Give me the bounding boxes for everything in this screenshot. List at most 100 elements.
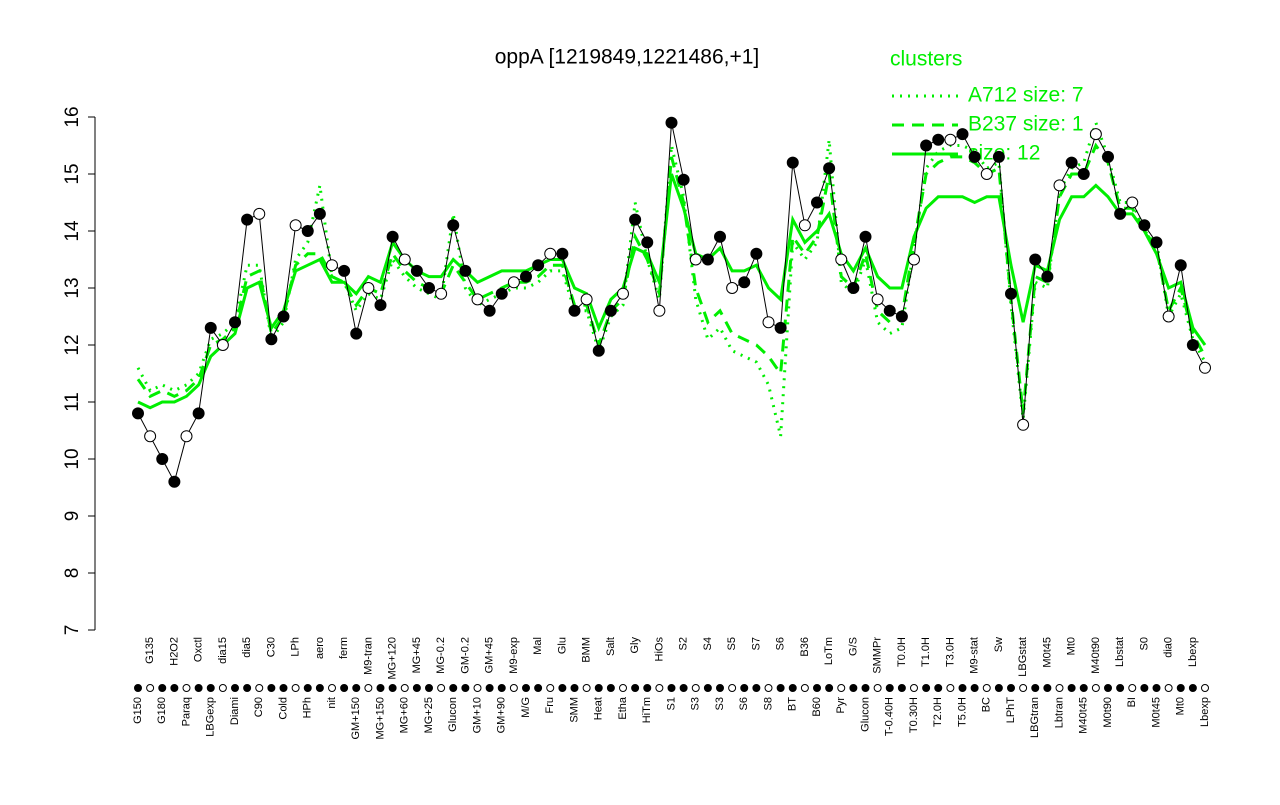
- y-tick-label: 10: [62, 448, 83, 469]
- data-point: [714, 230, 726, 243]
- x-tick-label: Lbtran: [1053, 697, 1065, 728]
- x-tick-label: T1.0H: [920, 637, 932, 667]
- data-point: [1029, 253, 1042, 266]
- x-tick-label: Mal: [532, 637, 544, 655]
- x-tick-label: S2: [678, 637, 690, 650]
- rug-dot: [279, 684, 288, 692]
- x-tick-label: B60: [811, 697, 823, 717]
- x-tick-label: GM+90: [496, 697, 508, 733]
- data-point: [920, 139, 933, 152]
- rug-dot: [449, 684, 458, 692]
- cluster-line: [137, 173, 1207, 410]
- rug-dot: [740, 684, 749, 692]
- data-point: [544, 247, 557, 260]
- data-point: [180, 430, 193, 443]
- rug-dot: [1067, 684, 1076, 692]
- x-tick-label: C30: [265, 637, 277, 657]
- x-tick-label: MG+60: [399, 697, 411, 733]
- x-tick-label: LBGexp: [205, 697, 217, 737]
- rug-dot: [1188, 684, 1197, 692]
- rug-dot: [1007, 684, 1015, 692]
- rug-dot: [885, 684, 894, 692]
- rug-dot: [364, 684, 373, 692]
- rug-dot: [328, 684, 336, 692]
- rug-dot: [509, 684, 518, 692]
- rug-dot: [934, 684, 943, 692]
- data-point: [362, 282, 375, 294]
- data-point: [1017, 418, 1030, 431]
- legend-label: A712 size: 7: [968, 84, 1084, 107]
- rug-dot: [897, 684, 906, 692]
- rug-dot: [1176, 684, 1185, 692]
- rug-dot: [764, 684, 773, 692]
- x-tick-label: T3.0H: [944, 637, 956, 667]
- rug-dot: [752, 684, 761, 692]
- data-point: [823, 162, 836, 175]
- x-tick-label: T5.0H: [956, 697, 968, 727]
- data-point: [1077, 168, 1090, 180]
- rug-dot: [558, 684, 567, 692]
- data-point: [229, 316, 241, 329]
- x-tick-label: S3: [714, 697, 726, 710]
- x-tick-label: GM+150: [350, 697, 362, 740]
- x-tick-label: H2O2: [168, 637, 180, 666]
- rug-dot: [728, 684, 737, 692]
- x-tick-label: S5: [726, 637, 738, 650]
- rug-dot: [206, 684, 215, 692]
- x-tick-label: Oxctl: [193, 637, 205, 662]
- rug-dot: [303, 684, 312, 692]
- rug-dot: [691, 684, 700, 692]
- data-point: [265, 333, 278, 346]
- data-point: [168, 475, 181, 488]
- data-point: [1174, 259, 1187, 272]
- x-tick-label: G/S: [847, 637, 859, 656]
- rug-dot: [1019, 684, 1028, 692]
- x-tick-label: M9-stat: [969, 637, 981, 674]
- rug-dot: [376, 684, 385, 692]
- x-tick-label: LBGstat: [1017, 637, 1029, 677]
- x-tick-label: Glu: [556, 637, 568, 654]
- rug-dot: [788, 684, 797, 692]
- rug-dot: [340, 684, 349, 692]
- x-tick-label: S4: [702, 637, 714, 650]
- x-tick-label: MG+150: [374, 697, 386, 740]
- rug-dot: [667, 684, 676, 692]
- data-point: [156, 453, 169, 465]
- x-tick-label: B36: [799, 637, 811, 657]
- x-tick-label: T-0.40H: [884, 697, 896, 736]
- rug-dot: [400, 684, 409, 692]
- x-tick-label: Cold: [277, 697, 289, 720]
- data-point: [447, 219, 460, 232]
- x-tick-label: T0.30H: [908, 697, 920, 733]
- data-point: [241, 213, 254, 226]
- rug-dot: [291, 684, 300, 692]
- x-tick-label: S7: [750, 637, 762, 650]
- data-point: [726, 282, 739, 294]
- data-point: [144, 430, 157, 443]
- x-tick-label: Mt0: [1175, 697, 1187, 715]
- data-point: [774, 321, 787, 334]
- x-tick-label: C90: [253, 697, 265, 717]
- y-tick-label: 13: [62, 277, 83, 298]
- x-tick-label: Etha: [617, 696, 629, 720]
- x-tick-label: M0t45: [1041, 637, 1053, 668]
- data-point: [1126, 196, 1139, 209]
- rug-dot: [194, 684, 203, 692]
- x-tick-label: G180: [156, 697, 168, 724]
- rug-dot: [352, 684, 361, 692]
- data-point: [253, 207, 266, 220]
- legend-title: clusters: [890, 48, 962, 71]
- data-point: [847, 282, 860, 294]
- rug-dot: [958, 684, 967, 692]
- x-tick-label: aero: [314, 637, 326, 659]
- x-tick-label: HiTm: [641, 697, 653, 723]
- rug-dot: [910, 684, 918, 692]
- rug-dot: [643, 684, 652, 692]
- data-point: [132, 407, 144, 420]
- rug-dot: [994, 684, 1003, 692]
- data-point: [556, 247, 569, 260]
- data-point: [1065, 156, 1078, 169]
- data-point: [1053, 179, 1066, 192]
- x-tick-label: LPhT: [1005, 697, 1017, 724]
- rug-dot: [970, 684, 979, 692]
